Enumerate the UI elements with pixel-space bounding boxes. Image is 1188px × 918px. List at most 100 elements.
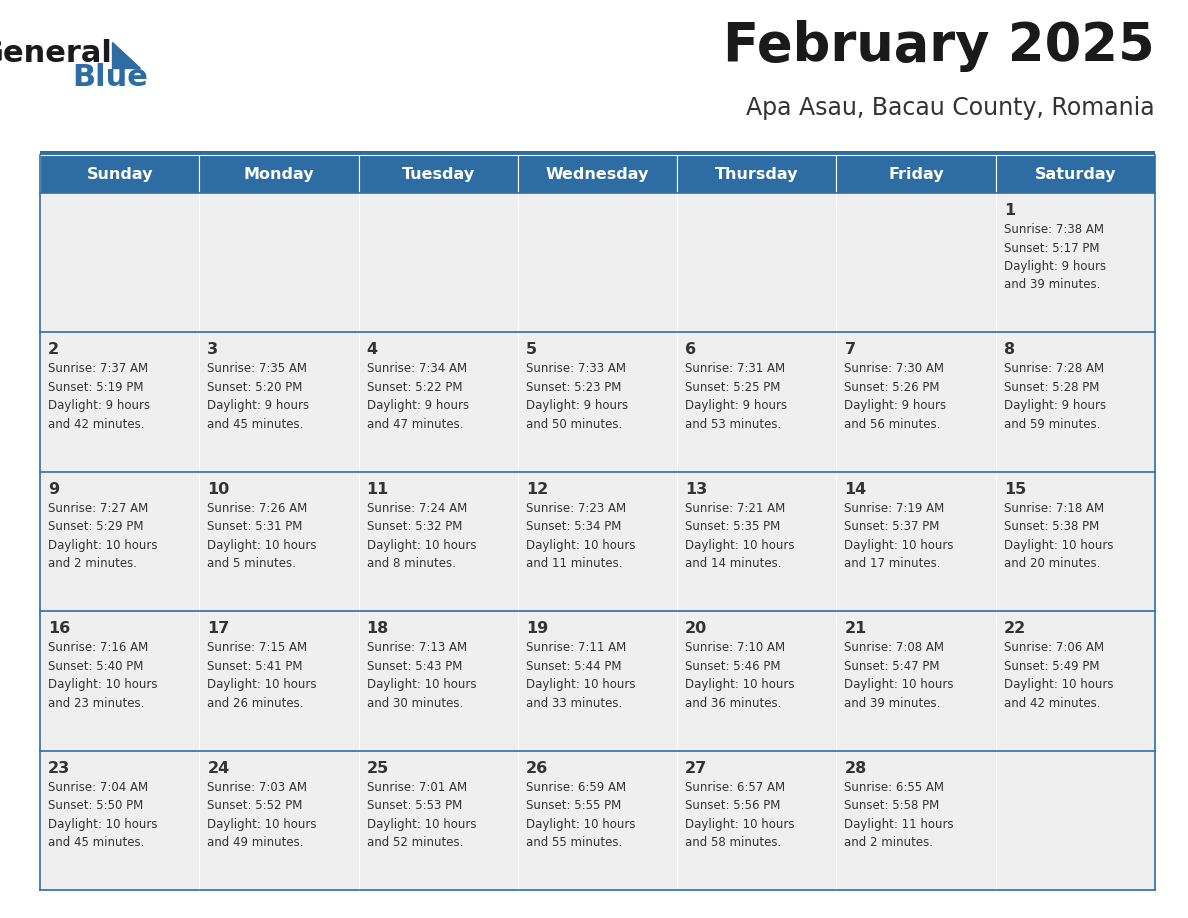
Text: Thursday: Thursday <box>715 166 798 182</box>
Text: 24: 24 <box>207 761 229 776</box>
Bar <box>836 751 996 890</box>
Bar <box>200 472 359 611</box>
Text: Sunrise: 7:34 AM
Sunset: 5:22 PM
Daylight: 9 hours
and 47 minutes.: Sunrise: 7:34 AM Sunset: 5:22 PM Dayligh… <box>367 363 469 431</box>
Text: 16: 16 <box>48 621 70 636</box>
Text: Sunrise: 7:03 AM
Sunset: 5:52 PM
Daylight: 10 hours
and 49 minutes.: Sunrise: 7:03 AM Sunset: 5:52 PM Dayligh… <box>207 780 317 849</box>
Bar <box>200 751 359 890</box>
Text: Blue: Blue <box>72 63 148 92</box>
Text: Sunrise: 7:31 AM
Sunset: 5:25 PM
Daylight: 9 hours
and 53 minutes.: Sunrise: 7:31 AM Sunset: 5:25 PM Dayligh… <box>685 363 788 431</box>
Text: February 2025: February 2025 <box>723 20 1155 72</box>
Bar <box>996 155 1155 193</box>
Bar <box>677 193 836 332</box>
Bar <box>359 193 518 332</box>
Bar <box>518 193 677 332</box>
Text: Friday: Friday <box>889 166 944 182</box>
Text: 10: 10 <box>207 482 229 497</box>
Text: Sunrise: 7:24 AM
Sunset: 5:32 PM
Daylight: 10 hours
and 8 minutes.: Sunrise: 7:24 AM Sunset: 5:32 PM Dayligh… <box>367 502 476 570</box>
Bar <box>40 155 200 193</box>
Text: 3: 3 <box>207 342 219 357</box>
Bar <box>359 611 518 751</box>
Bar <box>518 611 677 751</box>
Text: Sunrise: 7:16 AM
Sunset: 5:40 PM
Daylight: 10 hours
and 23 minutes.: Sunrise: 7:16 AM Sunset: 5:40 PM Dayligh… <box>48 641 158 710</box>
Text: 15: 15 <box>1004 482 1026 497</box>
Bar <box>359 751 518 890</box>
Text: 20: 20 <box>685 621 707 636</box>
Bar <box>996 751 1155 890</box>
Text: 13: 13 <box>685 482 707 497</box>
Text: Sunrise: 7:06 AM
Sunset: 5:49 PM
Daylight: 10 hours
and 42 minutes.: Sunrise: 7:06 AM Sunset: 5:49 PM Dayligh… <box>1004 641 1113 710</box>
Bar <box>200 332 359 472</box>
Polygon shape <box>112 42 140 68</box>
Bar <box>359 472 518 611</box>
Bar <box>200 155 359 193</box>
Bar <box>359 332 518 472</box>
Bar <box>996 611 1155 751</box>
Text: Sunrise: 7:30 AM
Sunset: 5:26 PM
Daylight: 9 hours
and 56 minutes.: Sunrise: 7:30 AM Sunset: 5:26 PM Dayligh… <box>845 363 947 431</box>
Text: Sunrise: 7:11 AM
Sunset: 5:44 PM
Daylight: 10 hours
and 33 minutes.: Sunrise: 7:11 AM Sunset: 5:44 PM Dayligh… <box>526 641 636 710</box>
Bar <box>996 193 1155 332</box>
Bar <box>836 193 996 332</box>
Text: Sunrise: 7:27 AM
Sunset: 5:29 PM
Daylight: 10 hours
and 2 minutes.: Sunrise: 7:27 AM Sunset: 5:29 PM Dayligh… <box>48 502 158 570</box>
Text: Sunrise: 7:18 AM
Sunset: 5:38 PM
Daylight: 10 hours
and 20 minutes.: Sunrise: 7:18 AM Sunset: 5:38 PM Dayligh… <box>1004 502 1113 570</box>
Text: Sunrise: 7:28 AM
Sunset: 5:28 PM
Daylight: 9 hours
and 59 minutes.: Sunrise: 7:28 AM Sunset: 5:28 PM Dayligh… <box>1004 363 1106 431</box>
Text: Sunrise: 7:08 AM
Sunset: 5:47 PM
Daylight: 10 hours
and 39 minutes.: Sunrise: 7:08 AM Sunset: 5:47 PM Dayligh… <box>845 641 954 710</box>
Text: 19: 19 <box>526 621 548 636</box>
Text: Tuesday: Tuesday <box>402 166 475 182</box>
Text: 18: 18 <box>367 621 388 636</box>
Text: Sunrise: 7:15 AM
Sunset: 5:41 PM
Daylight: 10 hours
and 26 minutes.: Sunrise: 7:15 AM Sunset: 5:41 PM Dayligh… <box>207 641 317 710</box>
Text: 9: 9 <box>48 482 59 497</box>
Text: 2: 2 <box>48 342 59 357</box>
Text: Sunrise: 7:33 AM
Sunset: 5:23 PM
Daylight: 9 hours
and 50 minutes.: Sunrise: 7:33 AM Sunset: 5:23 PM Dayligh… <box>526 363 628 431</box>
Text: Saturday: Saturday <box>1035 166 1116 182</box>
Text: Sunrise: 7:04 AM
Sunset: 5:50 PM
Daylight: 10 hours
and 45 minutes.: Sunrise: 7:04 AM Sunset: 5:50 PM Dayligh… <box>48 780 158 849</box>
Bar <box>518 472 677 611</box>
Bar <box>40 751 200 890</box>
Bar <box>518 332 677 472</box>
Bar <box>40 332 200 472</box>
Bar <box>200 611 359 751</box>
Bar <box>677 611 836 751</box>
Bar <box>677 751 836 890</box>
Text: Sunrise: 7:35 AM
Sunset: 5:20 PM
Daylight: 9 hours
and 45 minutes.: Sunrise: 7:35 AM Sunset: 5:20 PM Dayligh… <box>207 363 309 431</box>
Text: Sunrise: 7:10 AM
Sunset: 5:46 PM
Daylight: 10 hours
and 36 minutes.: Sunrise: 7:10 AM Sunset: 5:46 PM Dayligh… <box>685 641 795 710</box>
Bar <box>677 472 836 611</box>
Bar <box>996 472 1155 611</box>
Text: 6: 6 <box>685 342 696 357</box>
Text: Sunday: Sunday <box>87 166 153 182</box>
Text: 25: 25 <box>367 761 388 776</box>
Text: Sunrise: 7:01 AM
Sunset: 5:53 PM
Daylight: 10 hours
and 52 minutes.: Sunrise: 7:01 AM Sunset: 5:53 PM Dayligh… <box>367 780 476 849</box>
Bar <box>40 193 200 332</box>
Text: 11: 11 <box>367 482 388 497</box>
Bar <box>518 155 677 193</box>
Text: Sunrise: 7:38 AM
Sunset: 5:17 PM
Daylight: 9 hours
and 39 minutes.: Sunrise: 7:38 AM Sunset: 5:17 PM Dayligh… <box>1004 223 1106 292</box>
Text: Sunrise: 7:13 AM
Sunset: 5:43 PM
Daylight: 10 hours
and 30 minutes.: Sunrise: 7:13 AM Sunset: 5:43 PM Dayligh… <box>367 641 476 710</box>
Text: 5: 5 <box>526 342 537 357</box>
Text: 23: 23 <box>48 761 70 776</box>
Text: 4: 4 <box>367 342 378 357</box>
Text: Sunrise: 6:59 AM
Sunset: 5:55 PM
Daylight: 10 hours
and 55 minutes.: Sunrise: 6:59 AM Sunset: 5:55 PM Dayligh… <box>526 780 636 849</box>
Bar <box>836 155 996 193</box>
Text: Sunrise: 6:57 AM
Sunset: 5:56 PM
Daylight: 10 hours
and 58 minutes.: Sunrise: 6:57 AM Sunset: 5:56 PM Dayligh… <box>685 780 795 849</box>
Bar <box>677 155 836 193</box>
Text: Sunrise: 7:21 AM
Sunset: 5:35 PM
Daylight: 10 hours
and 14 minutes.: Sunrise: 7:21 AM Sunset: 5:35 PM Dayligh… <box>685 502 795 570</box>
Text: 12: 12 <box>526 482 548 497</box>
Bar <box>40 611 200 751</box>
Bar <box>40 151 1155 155</box>
Bar <box>40 472 200 611</box>
Bar <box>359 155 518 193</box>
Bar <box>836 332 996 472</box>
Text: 27: 27 <box>685 761 707 776</box>
Bar <box>677 332 836 472</box>
Text: Sunrise: 7:19 AM
Sunset: 5:37 PM
Daylight: 10 hours
and 17 minutes.: Sunrise: 7:19 AM Sunset: 5:37 PM Dayligh… <box>845 502 954 570</box>
Bar <box>518 751 677 890</box>
Bar <box>996 332 1155 472</box>
Bar <box>836 472 996 611</box>
Text: General: General <box>0 39 112 68</box>
Text: Monday: Monday <box>244 166 315 182</box>
Text: 14: 14 <box>845 482 867 497</box>
Text: Wednesday: Wednesday <box>545 166 649 182</box>
Text: Apa Asau, Bacau County, Romania: Apa Asau, Bacau County, Romania <box>746 96 1155 120</box>
Text: 21: 21 <box>845 621 867 636</box>
Bar <box>836 611 996 751</box>
Text: 22: 22 <box>1004 621 1026 636</box>
